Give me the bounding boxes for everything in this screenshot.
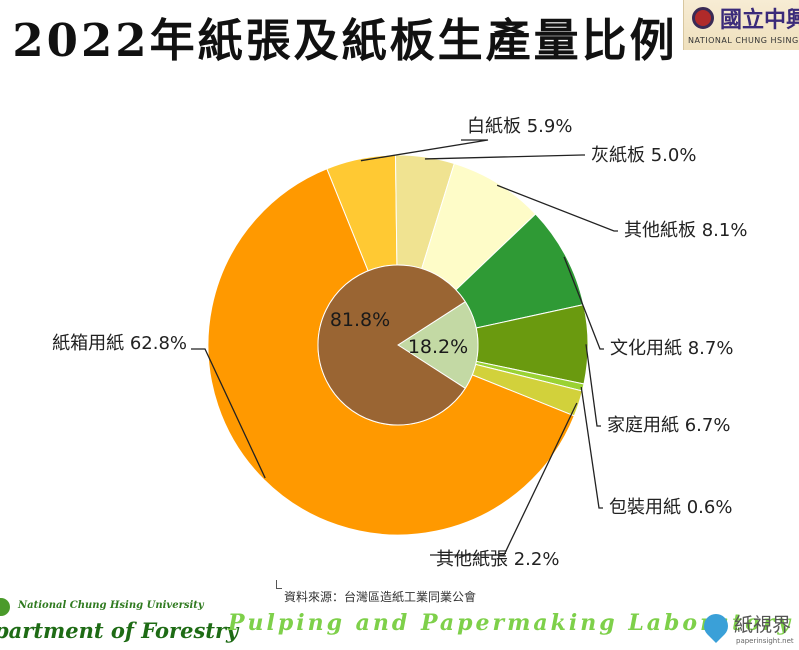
slice-label-8: 紙箱用紙 62.8%: [52, 333, 187, 354]
leader-line-2: [424, 154, 585, 160]
data-source: 資料來源：台灣區造紙工業同業公會: [284, 590, 477, 604]
leader-lines: [191, 139, 618, 556]
slice-label-5: 家庭用紙 6.7%: [607, 415, 730, 436]
leader-line-1: [360, 139, 489, 162]
department-logo: National Chung Hsing University partment…: [0, 588, 238, 648]
inner-ring: [317, 264, 479, 426]
slice-label-6: 包裝用紙 0.6%: [609, 497, 732, 518]
slice-label-7: 其他紙張 2.2%: [436, 549, 559, 570]
paperinsight-logo: 紙視界 paperinsight.net: [699, 609, 799, 650]
slice-label-1: 白紙板 5.9%: [467, 116, 572, 137]
paperinsight-drop-icon: [699, 609, 733, 643]
slice-label-2: 灰紙板 5.0%: [591, 145, 696, 166]
outer-ring: [207, 154, 589, 536]
university-logo-chinese: 國立中興: [720, 7, 799, 33]
leader-line-5: [585, 344, 601, 427]
inner-label-2: 81.8%: [330, 309, 390, 331]
leader-line-6: [580, 386, 603, 509]
department-emblem-icon: [0, 598, 10, 616]
slice-labels: 白紙板 5.9% 灰紙板 5.0% 其他紙板 8.1% 文化用紙 8.7% 家庭用紙 6…: [52, 116, 747, 570]
footer-department: partment of Forestry: [0, 618, 239, 643]
source-marker: [276, 580, 282, 589]
leader-line-3: [496, 184, 618, 232]
leader-line-8: [191, 348, 266, 479]
slice-label-3: 其他紙板 8.1%: [624, 220, 747, 241]
footer-university: National Chung Hsing University: [18, 600, 204, 611]
university-logo: 國立中興 NATIONAL CHUNG HSING UN: [683, 0, 799, 50]
university-seal-icon: [692, 7, 714, 29]
chart-title: 2022年紙張及紙板生產量比例: [12, 14, 678, 67]
inner-slice-2: [317, 264, 466, 426]
leader-line-4: [563, 256, 604, 350]
footer-lab: Pulping and Papermaking Laboratory: [228, 610, 794, 636]
inner-label-1: 18.2%: [408, 336, 468, 358]
slice-label-4: 文化用紙 8.7%: [610, 338, 733, 359]
leader-line-7: [430, 402, 578, 556]
inner-slice-1: [397, 301, 479, 389]
paperinsight-logo-chinese: 紙視界: [734, 614, 792, 636]
paperinsight-url: paperinsight.net: [736, 637, 794, 645]
university-logo-english: NATIONAL CHUNG HSING UN: [688, 36, 799, 45]
